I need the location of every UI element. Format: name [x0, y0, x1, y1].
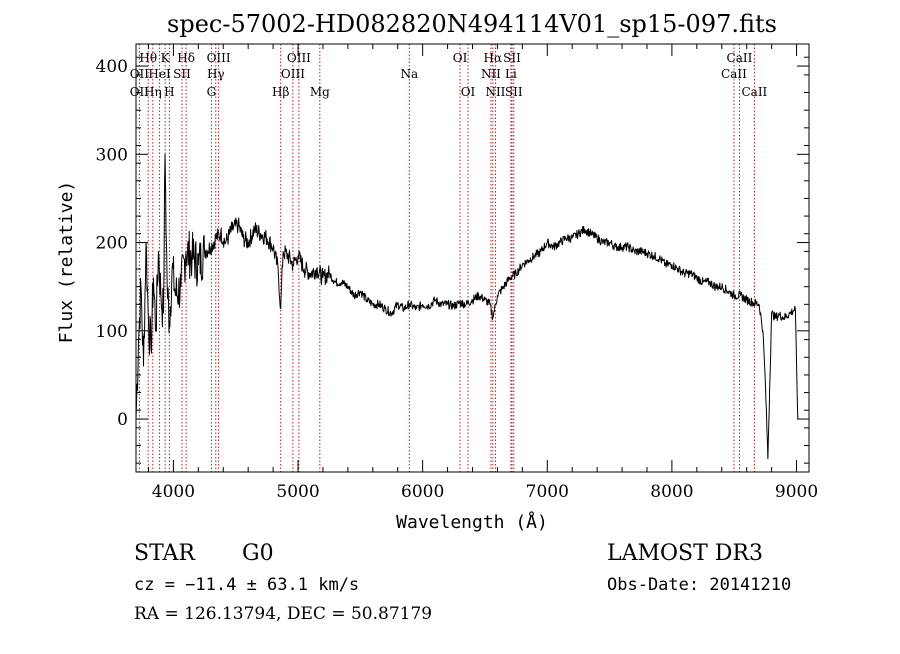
- spectral-line-label: K: [161, 51, 171, 65]
- x-tick-label: 5000: [276, 482, 319, 502]
- spectral-line-label: Hδ: [177, 51, 195, 65]
- spectral-line-label: Hα: [484, 51, 503, 65]
- x-tick-label: 6000: [401, 482, 444, 502]
- object-subclass: G0: [242, 541, 274, 566]
- spectral-line-label: OIII: [281, 67, 305, 81]
- spectral-line-label: HeI: [148, 67, 171, 81]
- spectral-line-label: Hη: [144, 85, 162, 99]
- survey-name: LAMOST DR3: [607, 541, 763, 566]
- spectral-line-label: H: [164, 85, 174, 99]
- spectral-line-label: Hγ: [207, 67, 225, 81]
- object-class: STAR: [134, 541, 196, 566]
- x-tick-label: 8000: [650, 482, 693, 502]
- y-tick-label: 0: [117, 410, 128, 430]
- spectral-line-label: OI: [461, 85, 476, 99]
- y-tick-label: 300: [96, 145, 128, 165]
- spectral-line-label: SII: [505, 85, 523, 99]
- spectral-line-label: CaII: [727, 51, 753, 65]
- y-axis: 0 100 200 300 400: [96, 56, 809, 464]
- plot-frame: [135, 43, 810, 473]
- spectral-line-label: Mg: [310, 85, 330, 99]
- y-tick-label: 100: [96, 322, 128, 342]
- spectrum-line: [135, 153, 799, 460]
- y-tick-label: 400: [96, 57, 128, 77]
- x-tick-label: 7000: [526, 482, 569, 502]
- spectral-line-label: OIII: [287, 51, 311, 65]
- spectral-line-label: NII: [481, 67, 501, 81]
- spectral-line-label: Hβ: [272, 85, 289, 99]
- spectral-line-label: NII: [485, 85, 505, 99]
- spectral-line-label: CaII: [741, 85, 767, 99]
- y-tick-label: 200: [96, 234, 128, 254]
- redshift-text: cz = −11.4 ± 63.1 km/s: [134, 575, 359, 595]
- chart-title: spec-57002-HD082820N494114V01_sp15-097.f…: [167, 10, 777, 38]
- spectral-line-label: OIII: [207, 51, 231, 65]
- x-axis: 4000 5000 6000 7000 8000 9000: [147, 44, 818, 502]
- spectral-line-label: CaII: [721, 67, 747, 81]
- x-tick-label: 9000: [775, 482, 818, 502]
- x-axis-label: Wavelength (Å): [396, 511, 548, 533]
- coordinates-text: RA = 126.13794, DEC = 50.87179: [134, 604, 432, 624]
- spectral-line-label: OI: [453, 51, 468, 65]
- y-axis-label: Flux (relative): [56, 181, 77, 344]
- spectral-line-label: OII: [130, 85, 150, 99]
- spectral-line-label: Li: [505, 67, 517, 81]
- x-tick-label: 4000: [152, 482, 195, 502]
- spectral-line-label: SII: [173, 67, 191, 81]
- spectral-line-label: OII: [130, 67, 150, 81]
- spectral-line-label: SII: [503, 51, 521, 65]
- obs-date-text: Obs-Date: 20141210: [607, 575, 791, 595]
- spectral-line-label: Hθ: [139, 51, 157, 65]
- spectral-line-label: Na: [400, 67, 418, 81]
- spectral-line-label: G: [207, 85, 217, 99]
